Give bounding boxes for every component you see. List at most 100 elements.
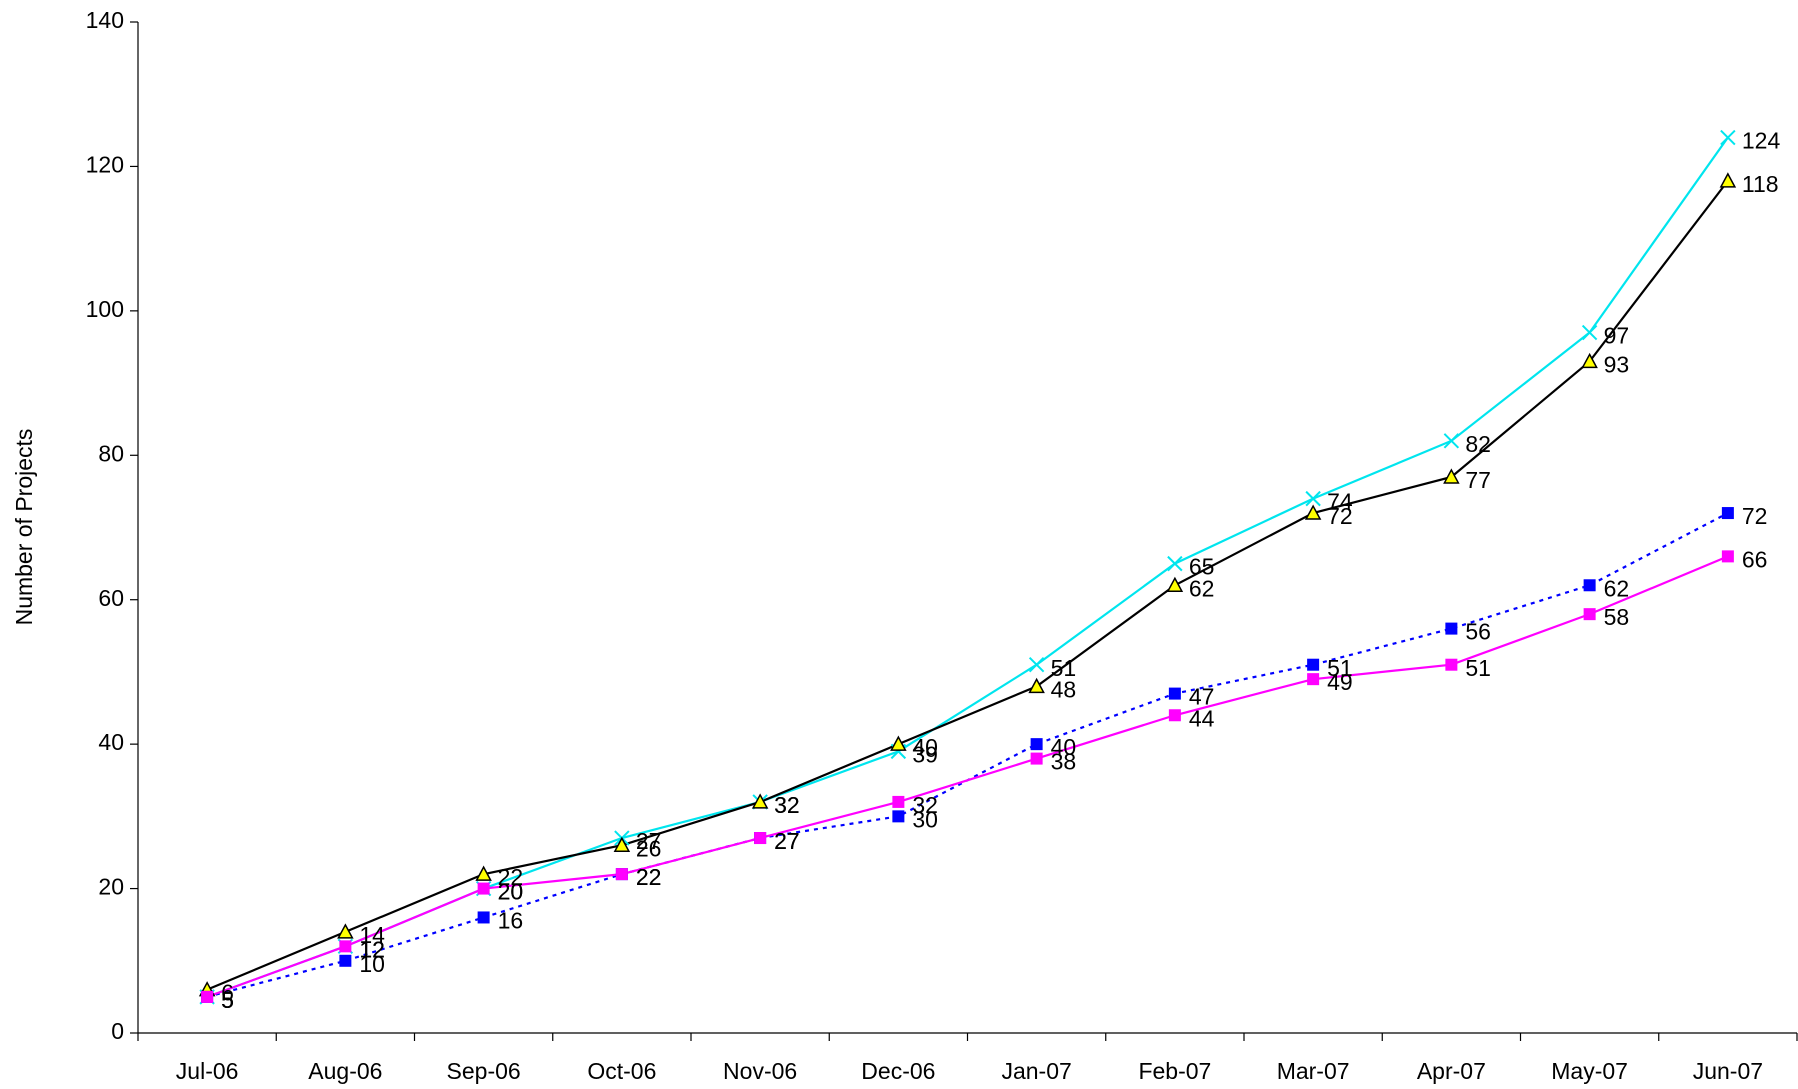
data-label: 5 — [221, 987, 234, 1013]
data-label: 27 — [774, 828, 800, 854]
data-label: 26 — [636, 835, 662, 861]
data-label: 32 — [912, 792, 938, 818]
marker — [1030, 738, 1043, 751]
y-tick-label: 140 — [86, 7, 124, 33]
data-label: 22 — [636, 864, 662, 890]
data-label: 124 — [1742, 128, 1781, 154]
data-label: 44 — [1189, 705, 1215, 731]
series-line — [206, 180, 1729, 991]
marker — [1167, 555, 1183, 572]
data-label: 32 — [774, 792, 800, 818]
marker — [339, 940, 352, 953]
marker — [201, 990, 214, 1003]
data-label: 47 — [1189, 684, 1215, 710]
data-label: 39 — [912, 741, 938, 767]
data-label: 22 — [636, 864, 662, 890]
series-line — [206, 555, 1729, 998]
marker — [1307, 658, 1320, 671]
data-label: 72 — [1742, 503, 1768, 529]
data-label: 14 — [359, 922, 385, 948]
data-label: 22 — [498, 864, 524, 890]
marker — [1445, 622, 1458, 635]
data-label: 32 — [774, 792, 800, 818]
marker — [613, 836, 631, 852]
marker — [892, 810, 905, 823]
x-tick-label: Oct-06 — [587, 1058, 656, 1084]
data-label: 51 — [1327, 655, 1353, 681]
data-label: 27 — [774, 828, 800, 854]
data-label: 82 — [1465, 431, 1491, 457]
marker — [1721, 507, 1734, 520]
y-tick-label: 120 — [86, 152, 124, 178]
marker — [339, 954, 352, 967]
y-tick-label: 100 — [86, 296, 124, 322]
data-label: 20 — [498, 879, 524, 905]
data-label: 62 — [1189, 575, 1215, 601]
data-label: 118 — [1742, 171, 1779, 197]
data-label: 72 — [1327, 503, 1353, 529]
marker — [1443, 468, 1460, 484]
data-label: 16 — [498, 908, 524, 934]
x-tick-label: Sep-06 — [447, 1058, 521, 1084]
marker — [890, 735, 907, 751]
data-label: 27 — [636, 828, 662, 854]
data-label: 38 — [1051, 749, 1077, 775]
marker — [475, 865, 492, 881]
marker — [1583, 608, 1596, 621]
data-label: 97 — [1604, 323, 1630, 349]
data-label: 56 — [1465, 619, 1491, 645]
data-label: 12 — [359, 936, 385, 962]
data-label: 49 — [1327, 669, 1353, 695]
data-label: 74 — [1327, 489, 1353, 515]
data-label: 58 — [1604, 604, 1630, 630]
data-label: 51 — [1465, 655, 1491, 681]
x-tick-label: Aug-06 — [308, 1058, 382, 1084]
data-label: 5 — [221, 987, 234, 1013]
y-axis-label: Number of Projects — [11, 429, 37, 626]
marker — [1581, 352, 1598, 369]
marker — [1166, 576, 1184, 593]
data-label: 6 — [221, 980, 234, 1006]
series-line — [206, 512, 1729, 998]
data-label: 40 — [912, 734, 938, 760]
marker — [1721, 550, 1734, 563]
marker — [1030, 752, 1043, 765]
x-tick-label: Apr-07 — [1417, 1058, 1486, 1084]
marker — [1445, 658, 1458, 671]
data-label: 66 — [1742, 546, 1768, 572]
marker — [1028, 677, 1045, 694]
x-tick-label: Jul-06 — [176, 1058, 239, 1084]
marker — [1304, 504, 1322, 520]
data-label: 40 — [1051, 734, 1077, 760]
y-tick-label: 20 — [98, 874, 124, 900]
marker — [477, 882, 490, 895]
data-label: 48 — [1051, 676, 1077, 702]
y-tick-label: 80 — [98, 440, 124, 466]
marker — [337, 923, 354, 939]
marker — [1581, 324, 1598, 341]
marker — [892, 795, 905, 808]
x-tick-label: Jan-07 — [1001, 1058, 1071, 1084]
x-tick-label: Mar-07 — [1277, 1058, 1350, 1084]
series-line — [206, 136, 1729, 998]
x-tick-label: Jun-07 — [1693, 1058, 1763, 1084]
x-tick-label: Dec-06 — [861, 1058, 935, 1084]
marker — [1719, 172, 1737, 188]
marker — [1028, 656, 1045, 673]
marker — [1305, 490, 1321, 507]
marker — [477, 911, 490, 924]
y-tick-label: 40 — [98, 729, 124, 755]
data-label: 77 — [1465, 467, 1491, 493]
x-tick-label: Feb-07 — [1138, 1058, 1211, 1084]
data-label: 12 — [359, 936, 385, 962]
marker — [615, 868, 628, 881]
marker — [751, 793, 769, 809]
marker — [1168, 709, 1181, 722]
marker — [1443, 433, 1460, 449]
data-label: 93 — [1604, 351, 1630, 377]
marker — [1583, 579, 1596, 592]
marker — [1307, 673, 1320, 686]
data-label: 65 — [1189, 554, 1215, 580]
data-label: 30 — [912, 806, 938, 832]
